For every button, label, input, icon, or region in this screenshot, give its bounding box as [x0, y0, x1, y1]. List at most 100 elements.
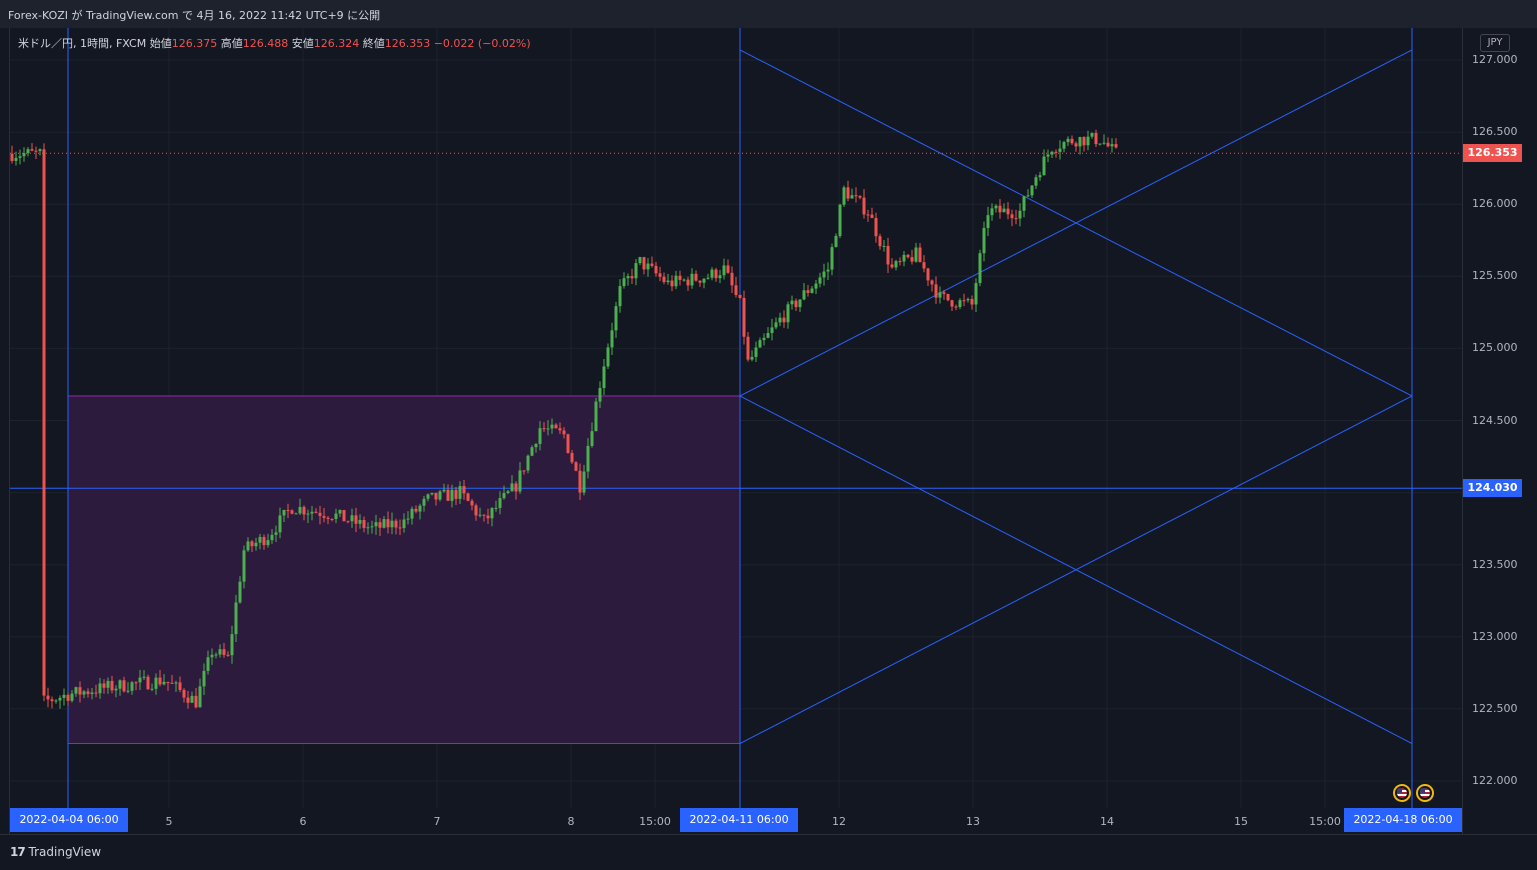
candle-body — [718, 275, 722, 279]
us-flag-icon[interactable] — [1416, 784, 1434, 802]
candle-body — [1098, 143, 1102, 145]
candle-body — [682, 279, 686, 281]
candle-body — [330, 518, 334, 520]
candle-body — [830, 247, 834, 270]
candle-body — [834, 235, 838, 248]
candle-body — [1106, 142, 1110, 147]
candle-body — [658, 273, 662, 277]
candle-body — [358, 519, 362, 524]
candle-body — [890, 264, 894, 268]
ohlc-legend: 米ドル／円, 1時間, FXCM 始値126.375 高値126.488 安値1… — [18, 35, 531, 51]
price-tick-label: 124.500 — [1472, 413, 1518, 427]
candle-body — [450, 489, 454, 501]
candle-body — [570, 452, 574, 463]
candle-body — [1042, 156, 1046, 176]
candle-body — [350, 515, 354, 522]
price-tick-label: 127.000 — [1472, 53, 1518, 66]
candle-body — [510, 483, 514, 492]
candle-body — [970, 299, 974, 305]
candle-body — [442, 489, 446, 492]
candle-body — [318, 512, 322, 516]
candle-body — [1022, 196, 1026, 211]
candle-body — [726, 265, 730, 273]
candle-body — [54, 700, 58, 702]
candle-body — [758, 340, 762, 348]
candle-body — [94, 692, 98, 694]
candle-body — [846, 187, 850, 199]
candle-body — [1078, 137, 1082, 147]
candle-body — [906, 254, 910, 258]
candle-body — [722, 265, 726, 276]
range-box — [67, 395, 741, 745]
candle-body — [174, 682, 178, 684]
candle-body — [426, 494, 430, 499]
candle-body — [206, 657, 210, 671]
candle-body — [886, 245, 890, 265]
candle-body — [294, 513, 298, 515]
candle-body — [1050, 151, 1054, 155]
candle-body — [242, 550, 246, 582]
candle-body — [342, 509, 346, 522]
candle-body — [306, 513, 310, 515]
time-tick-label: 13 — [966, 815, 980, 828]
candle-body — [602, 366, 606, 388]
time-tick-label: 14 — [1100, 815, 1114, 828]
candle-body — [458, 486, 462, 499]
candle-body — [126, 690, 130, 692]
candle-body — [62, 694, 66, 698]
candle-body — [326, 517, 330, 519]
candle-body — [530, 447, 534, 456]
candle-body — [322, 515, 326, 518]
candle-body — [874, 218, 878, 237]
candle-body — [1110, 144, 1114, 147]
candle-body — [402, 519, 406, 529]
candle-body — [138, 677, 142, 683]
candle-body — [86, 691, 90, 694]
candle-body — [278, 515, 282, 533]
candle-body — [226, 654, 230, 656]
candle-body — [982, 228, 986, 254]
us-flag-icon[interactable] — [1393, 784, 1411, 802]
candle-body — [154, 677, 158, 689]
candle-body — [42, 149, 46, 696]
candle-body — [1038, 175, 1042, 178]
candle-body — [254, 542, 258, 547]
candle-body — [818, 277, 822, 284]
projection-line — [739, 49, 1413, 397]
candle-body — [274, 532, 278, 535]
candle-body — [526, 455, 530, 471]
candle-body — [878, 236, 882, 247]
candle-body — [1046, 154, 1050, 157]
candle-body — [998, 205, 1002, 213]
candle-body — [850, 195, 854, 199]
candle-body — [654, 265, 658, 274]
candle-body — [542, 428, 546, 430]
time-tick-label: 7 — [433, 815, 441, 828]
candle-body — [1114, 144, 1118, 148]
candle-body — [942, 292, 946, 294]
candle-body — [562, 430, 566, 435]
candle-body — [262, 536, 266, 546]
candle-body — [346, 521, 350, 523]
currency-button[interactable]: JPY — [1480, 34, 1510, 52]
candle-body — [26, 149, 30, 154]
candle-body — [10, 153, 14, 161]
candle-body — [514, 483, 518, 492]
candle-body — [598, 387, 602, 402]
candle-body — [18, 156, 22, 158]
candle-body — [482, 514, 486, 516]
tradingview-logo[interactable]: 𝟭𝟳 TradingView — [10, 845, 101, 859]
brand-label: TradingView — [28, 845, 102, 859]
candle-body — [778, 317, 782, 323]
price-tick-label: 123.500 — [1472, 557, 1518, 571]
time-marker-label: 2022-04-11 06:00 — [680, 808, 798, 832]
legend-close-label: 終値 — [362, 37, 385, 50]
candle-body — [338, 509, 342, 514]
candle-body — [210, 654, 214, 658]
candle-body — [574, 462, 578, 471]
candle-body — [578, 470, 582, 493]
candle-body — [810, 288, 814, 293]
candle-body — [826, 269, 830, 272]
candle-body — [58, 697, 62, 701]
